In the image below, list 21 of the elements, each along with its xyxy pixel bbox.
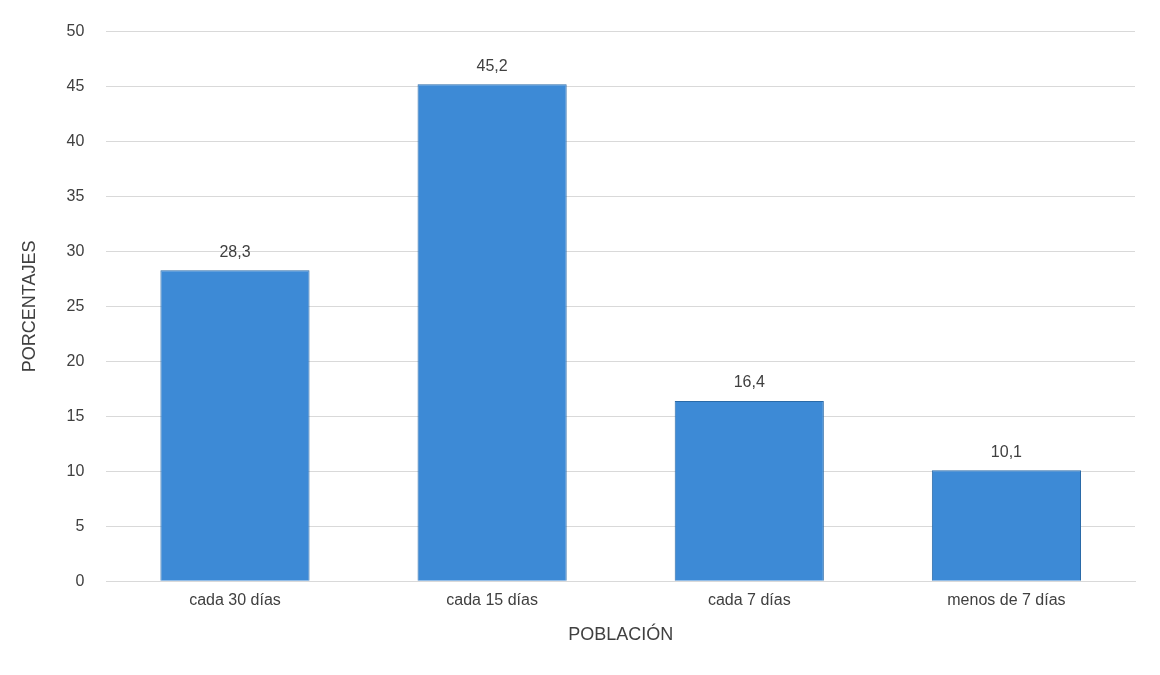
y-tick-label: 50 — [66, 22, 85, 40]
x-tick-label: cada 15 días — [446, 591, 538, 609]
data-label: 28,3 — [219, 242, 251, 260]
data-label: 45,2 — [476, 56, 508, 74]
y-tick-label: 15 — [66, 406, 85, 424]
y-axis-title: PORCENTAJES — [18, 240, 39, 373]
data-label: 10,1 — [990, 442, 1023, 460]
x-tick-label: cada 30 días — [189, 591, 281, 609]
data-label: 16,4 — [733, 373, 765, 391]
y-tick-label: 40 — [66, 131, 85, 149]
y-tick-label: 0 — [75, 571, 85, 589]
x-tick-label: menos de 7 días — [947, 591, 1066, 609]
y-tick-label: 45 — [66, 76, 85, 94]
y-tick-label: 35 — [66, 186, 85, 204]
x-axis-title: POBLACIÓN — [568, 623, 674, 645]
y-tick-label: 5 — [75, 516, 85, 534]
x-tick-label: cada 7 días — [707, 591, 791, 609]
y-tick-label: 30 — [66, 241, 85, 259]
y-tick-label: 10 — [66, 461, 85, 479]
y-tick-label: 20 — [66, 351, 85, 369]
y-tick-label: 25 — [66, 296, 85, 314]
